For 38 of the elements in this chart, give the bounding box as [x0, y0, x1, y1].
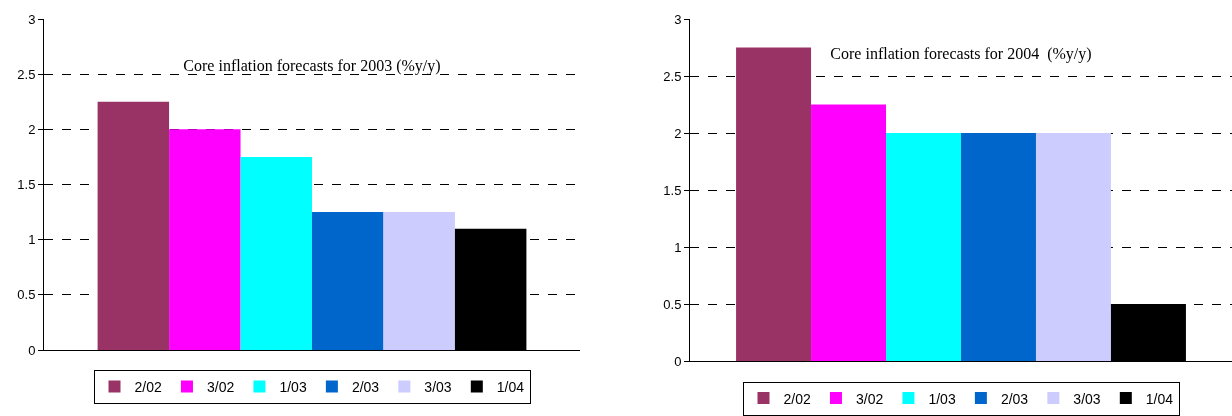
bar [169, 129, 241, 350]
legend-label: 3/02 [206, 378, 235, 395]
bar [312, 212, 384, 350]
legend-label: 1/03 [279, 378, 307, 395]
y-tick-label: 1.5 [17, 177, 36, 193]
legend-label: 1/03 [928, 390, 956, 407]
y-tick-label: 0 [674, 353, 682, 369]
y-tick-label: 2.5 [663, 68, 682, 84]
y-tick-label: 0.5 [663, 296, 682, 312]
legend-label: 3/03 [424, 378, 452, 395]
y-tick-label: 0.5 [17, 287, 36, 303]
legend-label: 1/04 [496, 378, 525, 395]
bar [886, 133, 961, 361]
bar [383, 212, 455, 350]
legend-label: 2/03 [351, 378, 380, 395]
y-tick-label: 2 [674, 125, 682, 141]
legend-label: 3/02 [855, 390, 884, 407]
y-tick-label: 1.5 [663, 182, 682, 198]
y-tick-label: 1 [674, 239, 682, 255]
legend-label: 2/02 [783, 390, 811, 407]
y-tick-label: 0 [28, 342, 36, 358]
bar [1035, 133, 1111, 361]
legend-label: 2/02 [134, 378, 162, 395]
bar [961, 133, 1036, 361]
y-tick-label: 1 [28, 232, 36, 248]
bar [736, 47, 812, 361]
legend-label: 1/04 [1145, 390, 1174, 407]
bar [811, 104, 887, 361]
text: Core inflation forecasts for 2003 (%y/y) [183, 56, 441, 75]
bar [97, 101, 170, 350]
y-tick-label: 3 [28, 11, 36, 27]
legend-label: 2/03 [1000, 390, 1029, 407]
y-tick-label: 3 [674, 11, 682, 27]
bar [240, 156, 312, 350]
y-tick-label: 2 [28, 121, 36, 137]
y-tick-label: 2.5 [17, 66, 36, 82]
text: Core inflation forecasts for 2004 (%y/y) [830, 44, 1092, 63]
legend-label: 3/03 [1073, 390, 1101, 407]
